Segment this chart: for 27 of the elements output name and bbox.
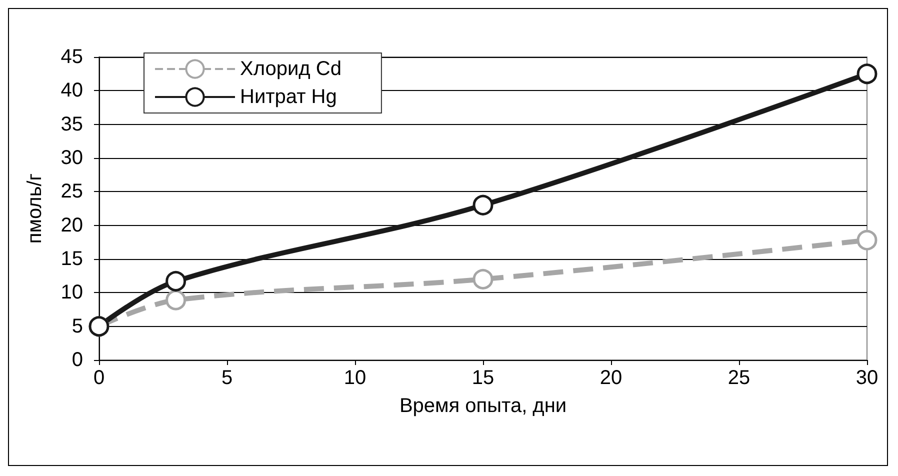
x-tick-label: 30 — [856, 367, 878, 389]
y-tick-label: 35 — [60, 113, 83, 136]
legend-label: Нитрат Hg — [240, 86, 337, 108]
x-tick-label: 10 — [344, 367, 366, 389]
x-axis-title: Время опыта, дни — [399, 395, 567, 417]
y-tick-label: 40 — [60, 80, 83, 102]
point — [472, 268, 494, 290]
x-tick-label: 15 — [472, 367, 494, 389]
y-axis-title: пмоль/г — [24, 173, 46, 244]
y-tick-label: 15 — [60, 248, 83, 270]
x-tick-label: 25 — [728, 367, 750, 389]
y-tick-label: 10 — [60, 282, 83, 304]
y-tick-label: 20 — [60, 214, 83, 236]
point — [166, 270, 186, 292]
y-tick-label: 5 — [72, 315, 83, 338]
point — [472, 194, 494, 216]
point — [856, 64, 878, 84]
x-tick-label: 20 — [600, 367, 622, 389]
legend-label: Хлорид Cd — [240, 58, 342, 80]
y-tick-label: 45 — [60, 46, 83, 68]
point — [856, 230, 878, 250]
x-tick-label: 0 — [93, 367, 105, 389]
y-tick-label: 25 — [60, 180, 83, 203]
y-tick-label: 0 — [72, 349, 83, 371]
point — [166, 290, 186, 310]
y-tick-label: 30 — [60, 147, 83, 169]
x-tick-label: 5 — [221, 367, 233, 389]
